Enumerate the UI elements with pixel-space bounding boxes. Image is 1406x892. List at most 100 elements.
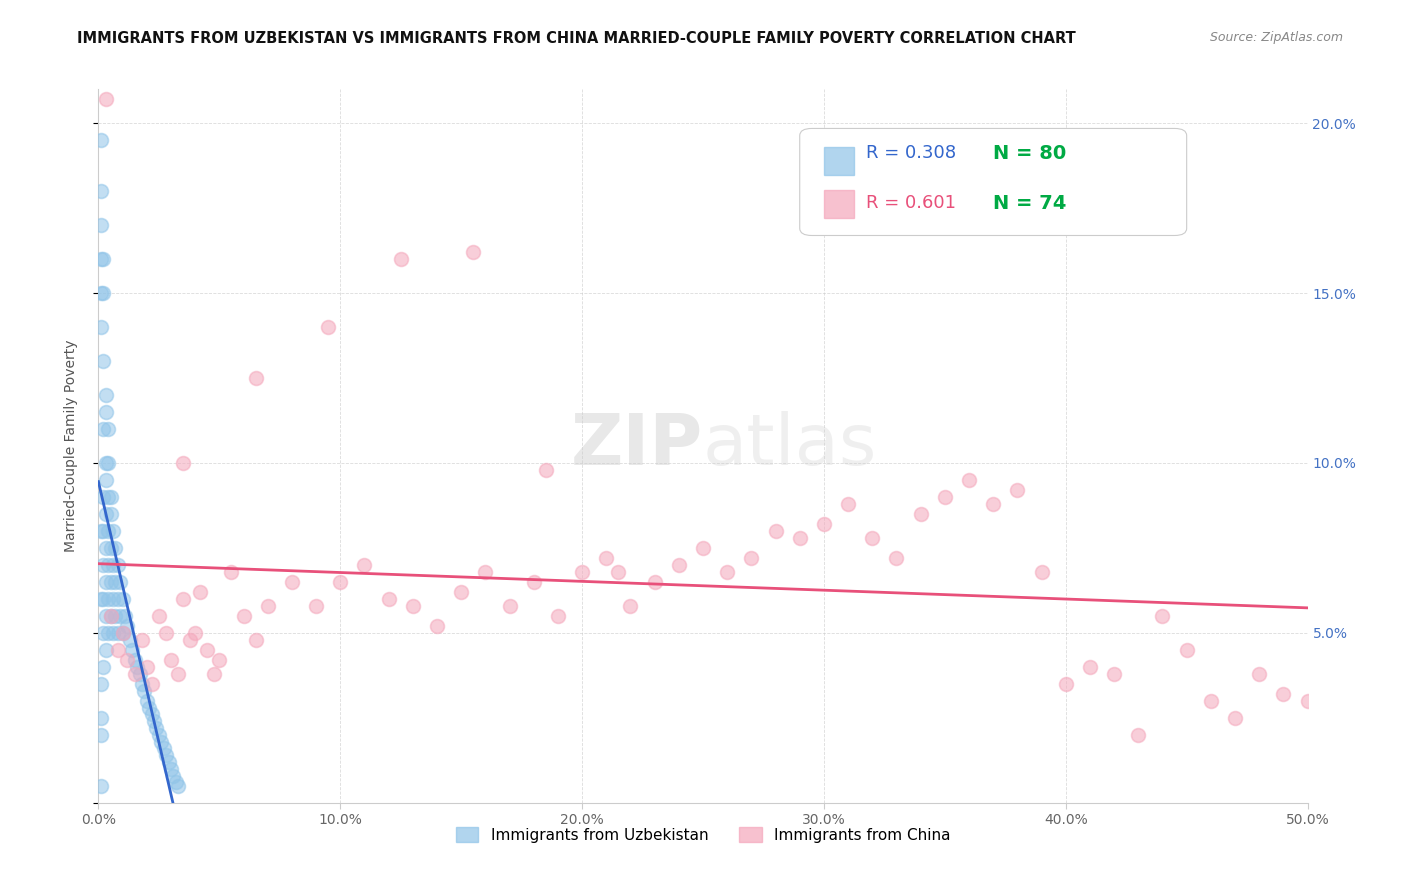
- Point: [97, 422, 120, 436]
- Point: [90, 133, 112, 147]
- Point: [90, 286, 112, 301]
- FancyBboxPatch shape: [824, 190, 855, 218]
- Point: [426, 619, 449, 633]
- Text: R = 0.308: R = 0.308: [866, 145, 956, 162]
- Point: [107, 591, 129, 606]
- Point: [607, 565, 630, 579]
- Point: [97, 456, 120, 470]
- Point: [547, 608, 569, 623]
- FancyBboxPatch shape: [824, 147, 855, 175]
- Point: [143, 714, 166, 729]
- Point: [208, 653, 231, 667]
- Point: [90, 184, 112, 198]
- Point: [121, 643, 143, 657]
- Point: [619, 599, 641, 613]
- Point: [90, 728, 112, 742]
- Point: [124, 653, 146, 667]
- Point: [716, 565, 738, 579]
- Point: [100, 490, 122, 504]
- Point: [1175, 643, 1198, 657]
- Point: [256, 599, 278, 613]
- Point: [108, 574, 131, 589]
- Text: N = 80: N = 80: [993, 144, 1066, 163]
- Point: [534, 463, 557, 477]
- Point: [148, 728, 170, 742]
- Point: [111, 626, 134, 640]
- Point: [94, 541, 117, 555]
- Point: [474, 565, 496, 579]
- Point: [160, 653, 183, 667]
- Point: [886, 551, 908, 566]
- Point: [377, 591, 399, 606]
- Point: [167, 779, 190, 793]
- Point: [90, 524, 112, 538]
- Point: [111, 591, 134, 606]
- Point: [152, 741, 174, 756]
- Point: [91, 558, 114, 572]
- Point: [107, 626, 129, 640]
- Point: [135, 660, 157, 674]
- Point: [463, 245, 485, 260]
- Point: [157, 755, 180, 769]
- Point: [644, 574, 666, 589]
- Point: [1199, 694, 1222, 708]
- Point: [117, 653, 139, 667]
- Point: [172, 456, 194, 470]
- Point: [94, 608, 117, 623]
- Point: [100, 608, 122, 623]
- Point: [740, 551, 762, 566]
- Text: R = 0.601: R = 0.601: [866, 194, 956, 212]
- Point: [107, 643, 129, 657]
- Point: [101, 524, 124, 538]
- FancyBboxPatch shape: [800, 128, 1187, 235]
- Point: [245, 371, 267, 385]
- Point: [94, 473, 117, 487]
- Point: [90, 218, 112, 232]
- Point: [90, 677, 112, 691]
- Point: [100, 507, 122, 521]
- Point: [1223, 711, 1246, 725]
- Point: [910, 507, 932, 521]
- Point: [837, 497, 859, 511]
- Point: [97, 524, 120, 538]
- Point: [957, 473, 980, 487]
- Point: [90, 252, 112, 266]
- Point: [111, 626, 134, 640]
- Point: [91, 490, 114, 504]
- Point: [97, 591, 120, 606]
- Point: [245, 632, 267, 647]
- Point: [127, 660, 149, 674]
- Point: [498, 599, 520, 613]
- Point: [813, 517, 835, 532]
- Point: [118, 632, 141, 647]
- Point: [94, 574, 117, 589]
- Point: [179, 632, 201, 647]
- Point: [97, 490, 120, 504]
- Point: [124, 666, 146, 681]
- Point: [1296, 694, 1319, 708]
- Point: [353, 558, 375, 572]
- Point: [108, 608, 131, 623]
- Point: [1102, 666, 1125, 681]
- Point: [155, 748, 177, 763]
- Point: [188, 585, 211, 599]
- Point: [523, 574, 546, 589]
- Point: [221, 565, 243, 579]
- Point: [195, 643, 218, 657]
- Point: [91, 626, 114, 640]
- Point: [94, 92, 117, 106]
- Point: [1007, 483, 1029, 498]
- Point: [160, 762, 183, 776]
- Point: [91, 422, 114, 436]
- Point: [167, 666, 190, 681]
- Point: [107, 558, 129, 572]
- Point: [101, 558, 124, 572]
- Point: [117, 619, 139, 633]
- Text: IMMIGRANTS FROM UZBEKISTAN VS IMMIGRANTS FROM CHINA MARRIED-COUPLE FAMILY POVERT: IMMIGRANTS FROM UZBEKISTAN VS IMMIGRANTS…: [77, 31, 1076, 46]
- Point: [91, 591, 114, 606]
- Point: [100, 574, 122, 589]
- Point: [104, 608, 127, 623]
- Text: ZIP: ZIP: [571, 411, 703, 481]
- Point: [789, 531, 811, 545]
- Point: [204, 666, 226, 681]
